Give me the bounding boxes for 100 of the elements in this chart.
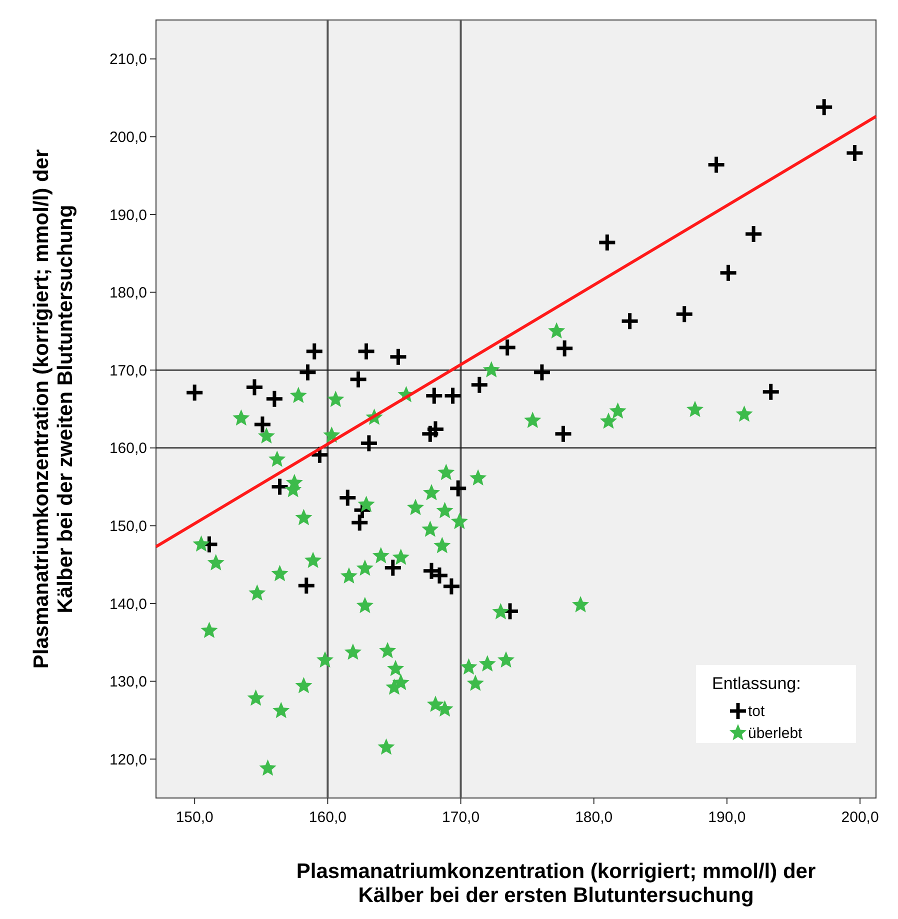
- point: [524, 412, 542, 428]
- point: [420, 424, 440, 444]
- point: [356, 596, 374, 614]
- point: [426, 696, 444, 712]
- point: [438, 464, 455, 480]
- point: [600, 412, 618, 429]
- point: [378, 738, 395, 755]
- point: [620, 311, 640, 331]
- point: [264, 389, 284, 409]
- point: [426, 419, 446, 439]
- point: [272, 702, 290, 718]
- point: [706, 154, 726, 174]
- point: [295, 508, 312, 526]
- point: [252, 414, 272, 434]
- x-tick-label: 170,0: [442, 809, 480, 826]
- x-tick-label: 200,0: [841, 809, 879, 826]
- point: [350, 512, 370, 532]
- point: [674, 304, 694, 324]
- point: [422, 484, 440, 500]
- point: [448, 478, 468, 498]
- point: [572, 596, 590, 612]
- y-tick-label: 130,0: [109, 674, 147, 691]
- legend-label: tot: [748, 703, 766, 720]
- x-tick-label: 180,0: [575, 809, 613, 826]
- point: [597, 232, 617, 252]
- point: [379, 642, 396, 658]
- point: [232, 409, 250, 426]
- point: [348, 370, 368, 390]
- y-tick-label: 160,0: [109, 440, 147, 458]
- point: [548, 322, 566, 338]
- x-tick-label: 150,0: [176, 809, 214, 826]
- point: [814, 97, 834, 117]
- point: [258, 427, 276, 444]
- point: [532, 362, 552, 382]
- point: [406, 498, 424, 516]
- point: [761, 382, 781, 402]
- x-axis-title: Plasmanatriumkonzentration (korrigiert; mmol/l) der Kälber bei der ersten Blutuntersuchung: [296, 860, 816, 907]
- y-tick-label: 170,0: [109, 362, 147, 380]
- point: [424, 386, 444, 406]
- point: [323, 426, 340, 443]
- point: [482, 361, 500, 378]
- point: [296, 576, 316, 596]
- point: [207, 554, 224, 570]
- point: [686, 400, 704, 418]
- legend-title: Entlassung:: [712, 674, 801, 693]
- point: [327, 390, 344, 407]
- point: [200, 622, 218, 638]
- point: [844, 143, 864, 163]
- point: [392, 548, 410, 565]
- point: [290, 386, 307, 404]
- point: [247, 689, 264, 706]
- point: [443, 386, 463, 406]
- point: [184, 382, 204, 402]
- y-tick-label: 120,0: [109, 751, 147, 768]
- point: [718, 263, 738, 283]
- point: [466, 674, 484, 691]
- point: [356, 342, 376, 362]
- point: [422, 520, 439, 537]
- point: [460, 658, 478, 675]
- point: [450, 512, 468, 530]
- y-tick-label: 190,0: [109, 206, 147, 224]
- point: [359, 433, 379, 453]
- point: [386, 660, 404, 676]
- x-tick-label: 160,0: [308, 809, 346, 826]
- point: [372, 547, 390, 564]
- point: [492, 603, 510, 620]
- point: [259, 759, 276, 776]
- y-tick-label: 200,0: [109, 128, 147, 146]
- point: [304, 552, 322, 568]
- point: [356, 559, 374, 576]
- point: [498, 338, 518, 358]
- legend-label: überlebt: [748, 725, 804, 742]
- point: [270, 477, 290, 497]
- y-tick-label: 140,0: [109, 596, 147, 613]
- y-tick-label: 150,0: [109, 518, 147, 535]
- point: [304, 342, 324, 362]
- point: [392, 674, 410, 690]
- point: [436, 502, 454, 518]
- point: [271, 564, 288, 582]
- point: [244, 377, 264, 397]
- point: [248, 584, 266, 601]
- point: [553, 424, 573, 444]
- point: [434, 536, 451, 554]
- point: [268, 450, 286, 467]
- y-tick-label: 210,0: [109, 51, 147, 68]
- point: [340, 567, 358, 584]
- point: [388, 347, 408, 367]
- point: [383, 558, 403, 578]
- y-axis-title: Plasmanatriumkonzentration (korrigiert; mmol/l) der Kälber bei der zweiten Blutuntersuchung: [30, 149, 77, 669]
- point: [295, 676, 312, 694]
- point: [554, 338, 574, 358]
- y-tick-label: 180,0: [109, 284, 147, 302]
- point: [497, 651, 515, 668]
- point: [298, 362, 318, 382]
- point: [192, 535, 210, 552]
- point: [344, 644, 362, 660]
- point: [470, 469, 487, 486]
- point: [358, 496, 375, 512]
- point: [609, 402, 626, 419]
- point: [470, 375, 490, 395]
